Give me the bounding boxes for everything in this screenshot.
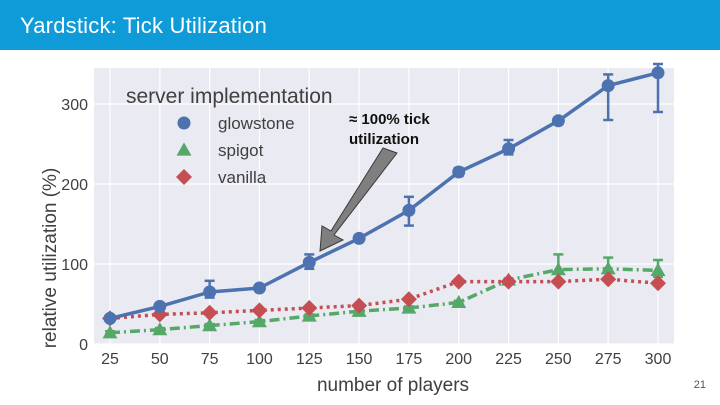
series-layer bbox=[102, 62, 666, 339]
data-point-spigot bbox=[152, 322, 168, 336]
x-tick-label: 225 bbox=[495, 351, 522, 368]
data-point-vanilla bbox=[650, 275, 666, 292]
slide-title-bar: Yardstick: Tick Utilization bbox=[0, 0, 720, 50]
data-point-spigot bbox=[251, 314, 267, 328]
data-point-glowstone bbox=[352, 231, 366, 245]
data-point-vanilla bbox=[550, 273, 567, 290]
series-glowstone bbox=[103, 62, 665, 325]
series-line-spigot bbox=[109, 267, 659, 335]
data-point-vanilla bbox=[351, 297, 368, 314]
legend-marker-vanilla bbox=[176, 169, 192, 185]
data-point-vanilla bbox=[600, 271, 617, 288]
data-point-vanilla bbox=[301, 300, 318, 316]
legend-label-glowstone: glowstone bbox=[218, 114, 295, 133]
x-axis-label: number of players bbox=[317, 375, 469, 396]
x-tick-label: 75 bbox=[201, 351, 219, 368]
chart-panel: 25 50 75 100 125 150 175 200 225 250 275 300 0 100 200… bbox=[34, 60, 686, 404]
x-tick-label: 275 bbox=[595, 351, 622, 368]
x-tick-label: 175 bbox=[396, 351, 423, 368]
data-point-glowstone bbox=[302, 255, 316, 269]
data-point-spigot bbox=[600, 261, 616, 275]
data-point-spigot bbox=[102, 325, 118, 339]
legend-label-spigot: spigot bbox=[218, 141, 264, 160]
x-tick-label: 150 bbox=[346, 351, 373, 368]
data-point-spigot bbox=[451, 294, 467, 309]
data-point-spigot bbox=[202, 318, 218, 332]
data-point-glowstone bbox=[203, 285, 217, 299]
data-point-glowstone bbox=[153, 299, 167, 313]
y-tick-label: 200 bbox=[61, 177, 88, 194]
annotation-line-2: utilization bbox=[349, 131, 419, 148]
data-point-glowstone bbox=[502, 142, 516, 156]
x-tick-label: 25 bbox=[101, 351, 119, 368]
annotation: ≈ 100% tick utilization bbox=[319, 111, 430, 252]
legend-title: server implementation bbox=[126, 85, 333, 108]
series-line-glowstone bbox=[109, 71, 659, 321]
annotation-line-1: ≈ 100% tick bbox=[349, 111, 430, 128]
data-point-vanilla bbox=[450, 273, 467, 290]
y-tick-label: 100 bbox=[61, 257, 88, 274]
data-point-vanilla bbox=[201, 304, 218, 321]
y-tick-label: 0 bbox=[79, 337, 88, 354]
data-point-glowstone bbox=[103, 311, 117, 325]
data-point-spigot bbox=[550, 262, 566, 276]
legend-marker-glowstone bbox=[177, 116, 191, 130]
data-point-vanilla bbox=[251, 302, 268, 319]
legend: server implementation glowstone spigot van… bbox=[126, 85, 333, 187]
y-tick-label: 300 bbox=[61, 97, 88, 114]
data-point-vanilla bbox=[500, 273, 517, 290]
data-point-glowstone bbox=[601, 79, 615, 93]
x-tick-label: 200 bbox=[445, 351, 472, 368]
data-point-spigot bbox=[650, 262, 666, 277]
y-axis-label: relative utilization (%) bbox=[40, 168, 61, 349]
legend-marker-spigot bbox=[176, 142, 192, 156]
data-point-glowstone bbox=[651, 66, 665, 80]
legend-label-vanilla: vanilla bbox=[218, 168, 267, 187]
data-point-vanilla bbox=[400, 291, 417, 308]
x-tick-label: 300 bbox=[645, 351, 672, 368]
axis-layer: relative utilization (%) number of playe… bbox=[40, 168, 469, 396]
annotation-arrow bbox=[319, 147, 398, 252]
data-point-glowstone bbox=[252, 281, 266, 295]
page-number: 21 bbox=[693, 379, 706, 391]
data-point-glowstone bbox=[452, 165, 466, 179]
x-tick-label: 100 bbox=[246, 351, 273, 368]
x-tick-label: 125 bbox=[296, 351, 323, 368]
x-tick-label: 250 bbox=[545, 351, 572, 368]
x-tick-label: 50 bbox=[151, 351, 169, 368]
slide-title: Yardstick: Tick Utilization bbox=[20, 13, 268, 38]
data-point-glowstone bbox=[551, 114, 565, 128]
data-point-glowstone bbox=[402, 203, 416, 217]
utilization-chart: 25 50 75 100 125 150 175 200 225 250 275 300 0 100 200… bbox=[40, 62, 674, 396]
series-line-vanilla bbox=[109, 277, 659, 321]
